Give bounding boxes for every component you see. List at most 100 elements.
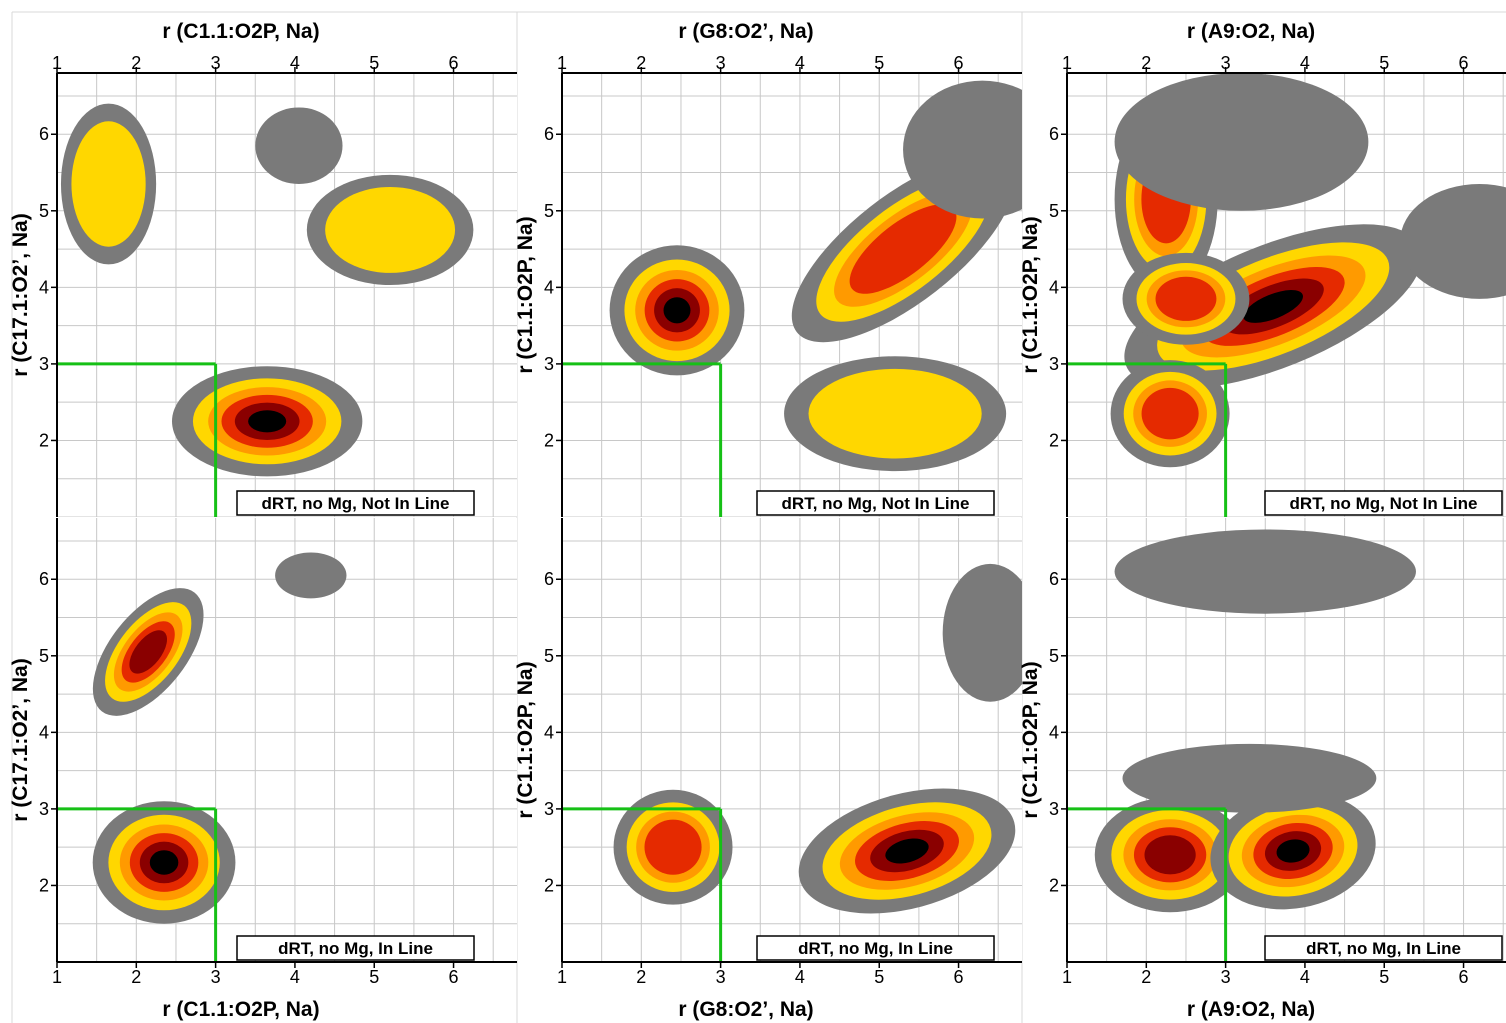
density-blob-1-red [644,819,702,875]
density-blob-3-yellow [808,368,982,459]
density-blob-2-darkred [129,630,168,674]
y-tick-label: 2 [1049,430,1059,450]
density-blob-3-yellow [325,186,456,273]
y-tick-label: 5 [544,646,554,666]
y-tick-label: 2 [544,875,554,895]
y-tick-label: 5 [544,201,554,221]
x-tick-label: 5 [369,967,379,987]
y-tick-label: 3 [1049,354,1059,374]
x-axis-title: r (C1.1:O2P, Na) [162,998,319,1021]
x-tick-label: 2 [1141,53,1151,73]
x-tick-label: 4 [795,53,805,73]
y-axis-title: r (C1.1:O2P, Na) [1019,661,1042,818]
y-tick-label: 5 [1049,201,1059,221]
x-tick-label: 1 [557,53,567,73]
x-tick-label: 2 [636,53,646,73]
x-axis-title: r (G8:O2’, Na) [678,998,813,1021]
y-tick-label: 6 [544,124,554,144]
y-tick-label: 2 [544,430,554,450]
x-tick-label: 1 [52,967,62,987]
x-tick-label: 1 [1062,967,1072,987]
x-tick-label: 3 [1221,967,1231,987]
panel-top-right: 1 2 3 4 5 6 2 3 4 5 6 r (A9:O2, Na) r (C1.1:O2P, Na)… [1019,20,1506,517]
x-tick-label: 5 [369,53,379,73]
x-tick-label: 1 [52,53,62,73]
x-tick-label: 3 [716,967,726,987]
x-axis-title: r (G8:O2’, Na) [678,20,813,43]
panel-top-left: 1 2 3 4 5 6 2 3 4 5 6 r (C1.1:O2P, Na) r (C17.1:O2’,… [9,20,517,517]
y-tick-label: 2 [39,875,49,895]
legend-label: dRT, no Mg, Not In Line [262,494,450,513]
density-blob-1-black [663,297,691,324]
threshold-lines [57,807,218,962]
density-blobs [1094,529,1416,913]
y-tick-label: 5 [1049,646,1059,666]
x-axis-title: r (C1.1:O2P, Na) [162,20,319,43]
legend-box [236,490,475,516]
density-blob-3-gray [275,552,347,599]
density-blob-6-gray [1114,73,1369,211]
y-tick-label: 6 [1049,569,1059,589]
y-tick-label: 3 [39,799,49,819]
threshold-lines [57,362,218,517]
x-tick-label: 6 [449,967,459,987]
threshold-lines [562,807,723,962]
x-tick-label: 4 [1300,53,1310,73]
panel-top-middle: 1 2 3 4 5 6 2 3 4 5 6 r (G8:O2’, Na) r (C1.1:O2P, Na… [514,20,1022,517]
panel-bottom-left: 1 2 3 4 5 6 2 3 4 5 6 r (C1.1:O2P, Na) r (C17.1:O2’,… [9,518,517,1021]
x-tick-label: 2 [131,53,141,73]
y-tick-label: 5 [39,201,49,221]
x-tick-label: 3 [211,53,221,73]
y-tick-label: 4 [544,277,554,297]
x-tick-label: 4 [290,53,300,73]
density-blob-1-darkred [1144,835,1196,875]
legend-label: dRT, no Mg, In Line [278,939,433,958]
density-blob-3-gray [1122,743,1377,813]
panel-bottom-middle: 1 2 3 4 5 6 2 3 4 5 6 r (G8:O2’, Na) r (C1.1:O2P, Na… [514,518,1022,1021]
density-blob-4-gray [903,80,1022,219]
y-tick-label: 4 [1049,277,1059,297]
density-blobs [609,80,1022,472]
x-axis-title: r (A9:O2, Na) [1187,998,1315,1021]
legend-label: dRT, no Mg, In Line [1306,939,1461,958]
panel-bottom-right: 1 2 3 4 5 6 2 3 4 5 6 r (A9:O2, Na) r (C1.1:O2P, Na)… [1019,518,1506,1021]
x-tick-label: 6 [954,53,964,73]
legend-box [756,935,995,961]
x-tick-label: 6 [449,53,459,73]
x-tick-label: 5 [874,53,884,73]
density-blob-2-red [849,204,957,294]
density-blob-4-red [1155,276,1217,321]
y-tick-label: 3 [544,799,554,819]
y-axis-title: r (C1.1:O2P, Na) [1019,216,1042,373]
density-blob-2-yellow [71,121,146,247]
density-blob-1-black [248,410,287,433]
density-blob-2-black [885,838,929,864]
density-blob-3-gray [942,563,1022,702]
y-tick-label: 3 [1049,799,1059,819]
legend-box [1264,490,1503,516]
y-tick-label: 3 [39,354,49,374]
legend-label: dRT, no Mg, In Line [798,939,953,958]
x-tick-label: 4 [290,967,300,987]
legend-label: dRT, no Mg, Not In Line [1290,494,1478,513]
density-blobs [1110,73,1506,468]
x-tick-label: 6 [1459,967,1469,987]
y-tick-label: 2 [39,430,49,450]
x-tick-label: 1 [1062,53,1072,73]
density-blob-2-black [1276,839,1310,863]
density-blobs [92,552,347,924]
density-blobs [613,563,1022,914]
y-tick-label: 4 [39,277,49,297]
x-axis-title: r (A9:O2, Na) [1187,20,1315,43]
y-tick-label: 4 [39,722,49,742]
y-tick-label: 4 [1049,722,1059,742]
density-blob-1-black [149,850,179,875]
x-tick-label: 1 [557,967,567,987]
density-blob-1-black [1243,290,1303,323]
x-tick-label: 3 [211,967,221,987]
x-tick-label: 5 [1379,53,1389,73]
y-tick-label: 4 [544,722,554,742]
x-tick-label: 4 [795,967,805,987]
